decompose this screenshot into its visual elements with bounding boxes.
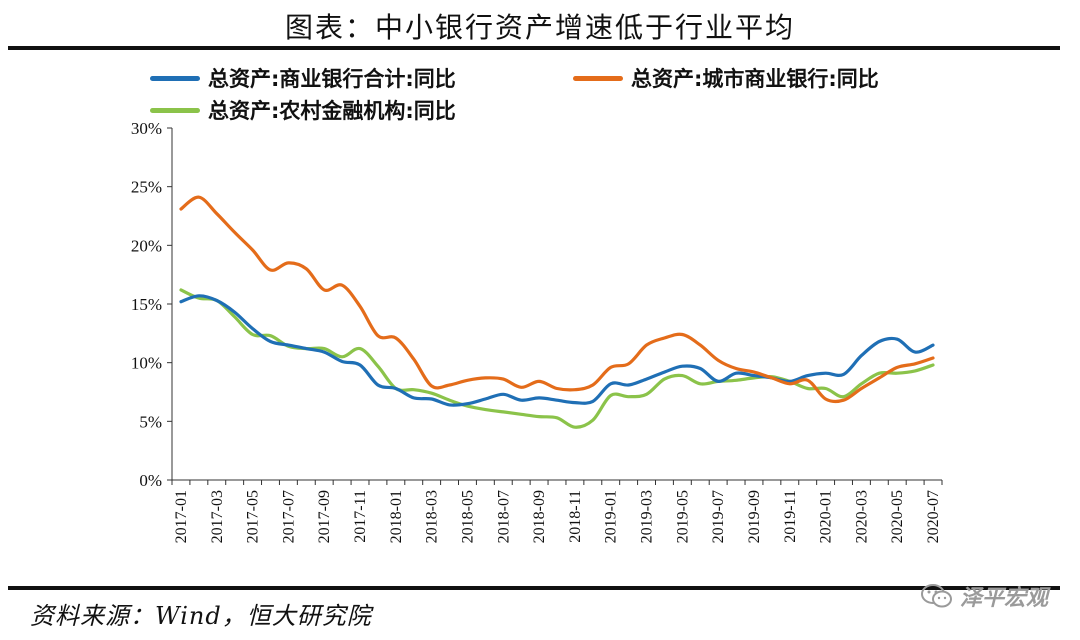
x-tick-label: 2018-07 — [495, 490, 512, 543]
top-rule — [8, 46, 1060, 50]
x-tick-label: 2017-01 — [173, 490, 190, 543]
x-tick-label: 2018-01 — [388, 490, 405, 543]
x-tick-label: 2020-05 — [889, 490, 906, 543]
y-tick-label: 30% — [131, 119, 162, 138]
legend-item-commercial-banks: 总资产:商业银行合计:同比 — [150, 63, 456, 93]
x-tick-label: 2020-03 — [853, 490, 870, 543]
x-tick-label: 2017-11 — [352, 490, 369, 543]
x-tick-label: 2020-01 — [818, 490, 835, 543]
wechat-icon — [920, 584, 952, 608]
y-tick-label: 10% — [131, 354, 162, 373]
x-tick-label: 2017-07 — [280, 490, 297, 543]
x-tick-label: 2018-09 — [531, 490, 548, 543]
x-tick-label: 2019-09 — [746, 490, 763, 543]
legend-label-city-banks: 总资产:城市商业银行:同比 — [631, 67, 879, 91]
x-tick-label: 2018-05 — [459, 490, 476, 543]
x-tick-label: 2020-07 — [925, 490, 942, 543]
legend-item-city-banks: 总资产:城市商业银行:同比 — [573, 63, 879, 93]
y-tick-label: 0% — [139, 471, 162, 490]
series-line-commercial-banks — [179, 294, 935, 407]
y-tick-label: 15% — [131, 295, 162, 314]
y-tick-label: 25% — [131, 178, 162, 197]
legend-label-rural-institutions: 总资产:农村金融机构:同比 — [208, 99, 456, 123]
y-tick-label: 20% — [131, 236, 162, 255]
x-tick-label: 2018-11 — [567, 490, 584, 543]
x-tick-label: 2019-07 — [710, 490, 727, 543]
page-title: 图表：中小银行资产增速低于行业平均 — [284, 11, 795, 44]
legend-label-commercial-banks: 总资产:商业银行合计:同比 — [208, 67, 456, 91]
x-tick-label: 2018-03 — [424, 490, 441, 543]
legend-swatch-commercial-banks — [150, 75, 200, 81]
series-line-city-banks — [179, 195, 935, 404]
legend-swatch-rural-institutions — [150, 107, 200, 113]
watermark: 泽平宏观 — [920, 580, 1048, 612]
x-tick-label: 2017-05 — [245, 490, 262, 543]
x-tick-label: 2017-03 — [209, 490, 226, 543]
bottom-rule — [8, 586, 1060, 590]
legend-item-rural-institutions: 总资产:农村金融机构:同比 — [150, 95, 456, 125]
source-note: 资料来源：Wind，恒大研究院 — [30, 602, 372, 630]
legend: 总资产:商业银行合计:同比 总资产:城市商业银行:同比 总资产:农村金融机构:同… — [0, 0, 1080, 123]
x-tick-label: 2019-11 — [782, 490, 799, 543]
series-line-rural-institutions — [179, 288, 935, 429]
watermark-text: 泽平宏观 — [959, 586, 1048, 611]
legend-swatch-city-banks — [573, 75, 623, 81]
x-tick-label: 2019-01 — [603, 490, 620, 543]
x-tick-label: 2019-05 — [674, 490, 691, 543]
x-tick-label: 2017-09 — [316, 490, 333, 543]
y-tick-label: 5% — [139, 412, 162, 431]
x-tick-label: 2019-03 — [639, 490, 656, 543]
